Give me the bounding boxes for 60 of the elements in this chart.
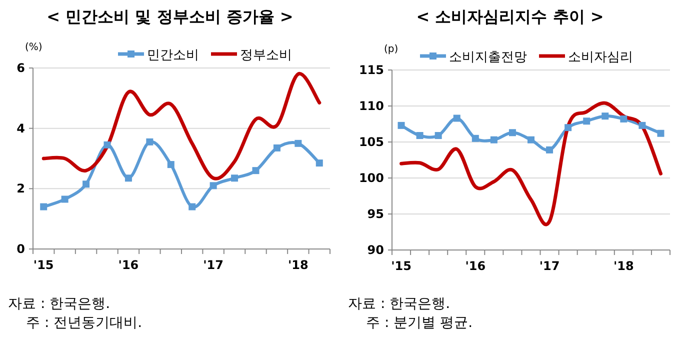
point [602,112,609,120]
point [294,140,302,147]
y-tick-label: 115 [358,63,384,77]
point [620,115,628,122]
point [124,174,132,182]
point [40,203,48,210]
chart-title: < 민간소비 및 정부소비 증가율 > [46,7,294,26]
line-series [42,72,322,180]
x-tick-label: '15 [33,258,54,272]
point [398,122,405,129]
y-tick-label: 2 [16,182,25,196]
y-axis-title: (%) [25,42,42,53]
legend-label: 소비자심리 [568,50,633,65]
point [188,203,196,210]
x-tick-label: '17 [203,258,224,272]
point [472,134,479,142]
point [273,144,280,152]
point [528,136,534,144]
point [453,114,460,122]
point [434,132,442,140]
point [104,141,111,148]
legend-label: 소비지출전망 [449,50,527,65]
point [546,146,554,154]
point [638,122,646,129]
point [231,174,238,182]
y-axis-title: (p) [384,44,398,55]
text: 자료 : 한국은행. [8,296,110,312]
point [490,136,498,144]
text: 자료 : 한국은행. [348,296,450,312]
y-tick-label: 6 [16,61,25,75]
point [564,124,572,132]
x-tick-label: '15 [391,259,412,273]
point [210,182,217,190]
y-tick-label: 110 [358,99,384,113]
point [583,118,590,125]
point [82,180,90,188]
point [316,160,323,167]
legend-label: 민간소비 [147,48,199,63]
chart-title: < 소비자심리지수 추이 > [416,7,604,26]
y-tick-label: 0 [16,242,25,256]
x-tick-label: '16 [118,258,139,272]
y-tick-label: 105 [358,135,384,149]
y-tick-label: 90 [367,243,384,257]
x-tick-label: '18 [613,259,634,273]
point [167,161,174,168]
text: 주 : 전년동기대비. [26,315,142,331]
x-tick-label: '18 [288,258,308,272]
y-tick-label: 4 [16,121,25,136]
x-tick-label: '16 [465,259,486,273]
y-tick-label: 100 [358,171,384,185]
point [508,129,516,136]
point [657,130,664,137]
point [146,138,154,146]
point [252,167,260,174]
point [61,196,68,203]
text: 주 : 분기별 평균. [366,315,473,331]
y-tick-label: 95 [367,207,384,221]
x-tick-label: '17 [539,259,560,273]
point [416,132,424,140]
legend-label: 정부소비 [240,48,292,63]
